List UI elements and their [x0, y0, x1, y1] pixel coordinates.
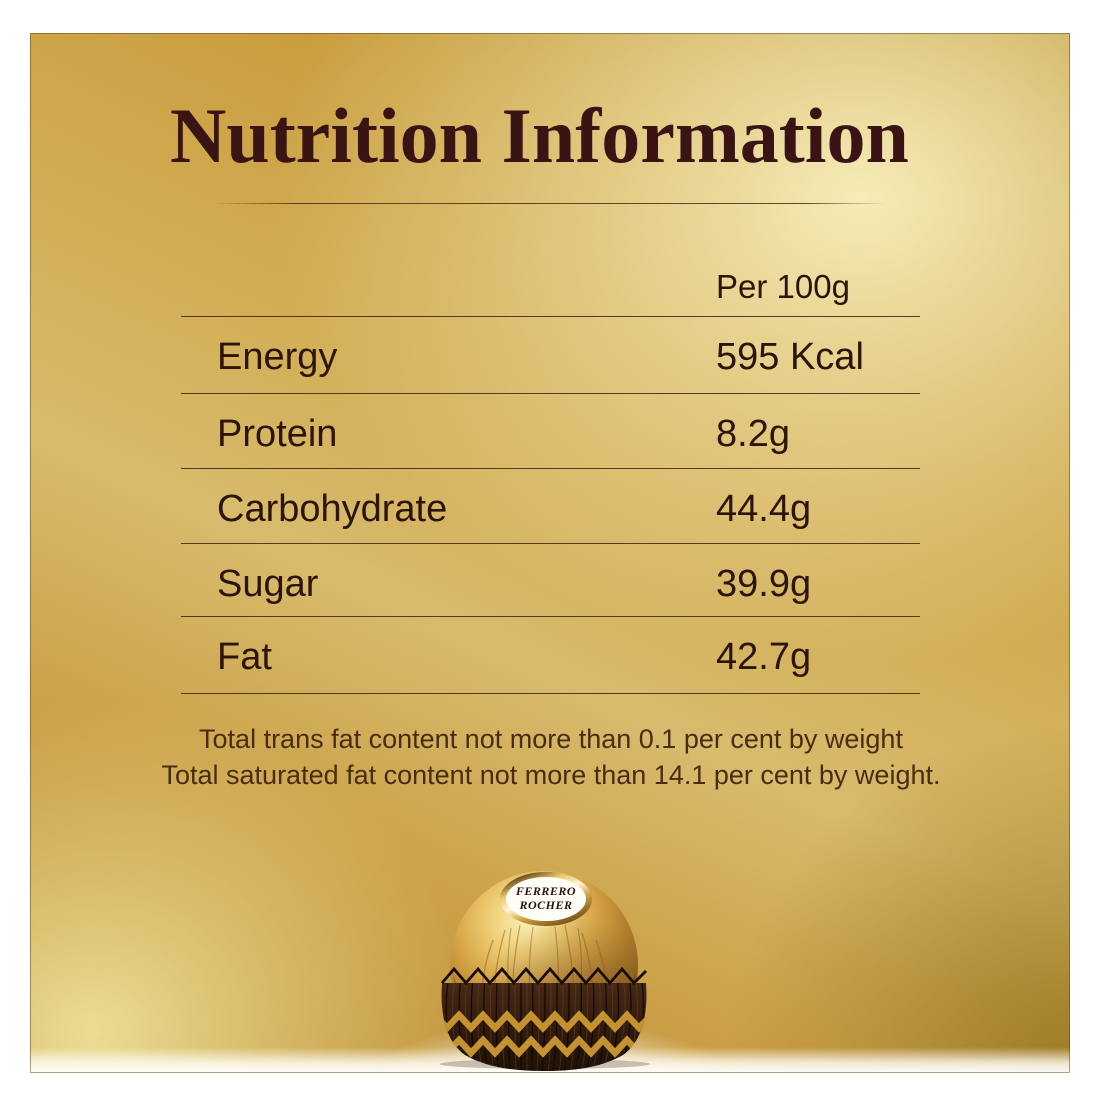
svg-text:FERRERO: FERRERO: [515, 884, 576, 898]
svg-text:ROCHER: ROCHER: [518, 898, 572, 912]
